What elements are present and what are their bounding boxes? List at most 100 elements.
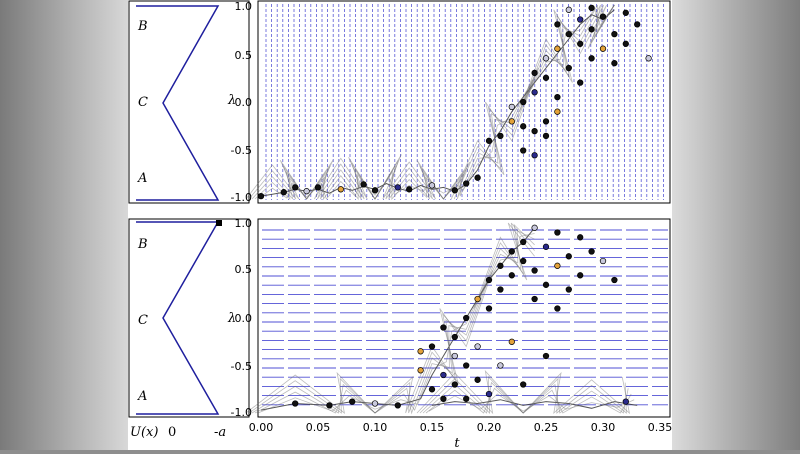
bottom-point-4 [394,402,401,409]
bottom-point-8 [440,371,447,379]
top-ytick-0.5: 0.5 [235,49,253,62]
top-point-40 [611,60,618,67]
bottom-point-18 [474,376,481,383]
top-ytick--1.0: -1.0 [231,191,252,204]
bottom-point-47 [622,398,629,405]
top-point-41 [611,30,618,38]
top-point-16 [508,118,515,125]
top-point-28 [554,21,561,28]
bottom-point-30 [520,381,527,388]
top-state-label-b: B [137,19,148,34]
bottom-ytick--1.0: -1.0 [231,406,252,419]
top-point-14 [485,137,493,144]
top-points [257,4,652,200]
bottom-trajectory-1-3 [422,381,629,414]
top-point-3 [303,188,310,195]
bottom-plot: λ 1.0 0.5 0.0 -0.5 -1.0 0.00 0.05 0.10 0.15… [227,217,673,451]
x-tick-0.35: 0.35 [648,421,672,434]
bottom-state-label-b: B [137,237,148,252]
bottom-point-23 [497,286,504,293]
x-tick-labels: 0.00 0.05 0.10 0.15 0.20 0.25 0.30 0.35 [249,421,673,434]
bottom-point-31 [531,224,538,231]
top-trajectory-0 [260,9,615,197]
bottom-trajectory-0-4 [248,222,535,414]
top-point-10 [428,182,436,189]
bottom-point-35 [542,281,550,288]
top-trajectory-0-5 [245,4,615,200]
top-point-45 [645,55,652,62]
bottom-point-14 [463,314,470,322]
bottom-point-49 [417,348,424,355]
top-point-2 [292,184,299,191]
top-point-13 [474,174,481,181]
top-point-48 [520,123,527,130]
x-tick-0.15: 0.15 [420,421,445,434]
top-point-33 [577,40,584,47]
top-point-38 [599,45,607,52]
top-point-1 [280,189,287,196]
bottom-point-24 [497,362,504,369]
top-point-8 [394,184,401,191]
figure-canvas: B C A λ 1.0 0.5 0.0 -0.5 -1.0 [128,0,673,451]
potential-axis-label: U(x) [130,425,158,440]
bottom-potential-curve [136,221,220,415]
bottom-state-label-a: A [137,389,147,404]
bottom-points [292,224,629,409]
bottom-point-39 [554,305,561,312]
top-point-29 [565,64,572,72]
bottom-point-19 [485,276,493,284]
bottom-point-5 [417,367,424,374]
x-tick-0.30: 0.30 [591,421,616,434]
top-point-5 [337,186,344,193]
potential-marker [216,220,222,226]
top-point-43 [622,40,629,47]
top-point-17 [508,103,515,111]
top-point-4 [314,184,322,191]
bottom-trajectory-1-4 [419,375,627,414]
top-point-18 [520,98,527,106]
bottom-point-46 [611,276,618,284]
bottom-ytick-1.0: 1.0 [235,217,253,230]
top-point-35 [588,55,595,62]
bottom-point-40 [565,253,572,260]
x-tick-0.05: 0.05 [306,421,331,434]
bottom-ytick-0.0: 0.0 [235,312,253,325]
bottom-point-16 [474,295,481,303]
top-y-axis-label: λ [227,93,236,108]
bottom-ytick-0.5: 0.5 [235,263,253,276]
bottom-point-17 [474,343,481,350]
top-point-19 [520,147,527,154]
x-tick-0.10: 0.10 [363,421,388,434]
x-axis-label: t [454,436,460,450]
top-point-21 [531,89,538,96]
top-ytick--0.5: -0.5 [231,144,252,157]
bottom-trajectory-0-3 [251,223,535,415]
top-point-27 [554,45,561,52]
bottom-trajectory-1-1 [428,393,635,412]
bottom-point-25 [508,248,515,255]
bottom-potential-frame [128,218,250,418]
potential-axis-zero: 0 [168,425,176,440]
top-trajectory-0-1 [257,4,615,200]
top-ytick-1.0: 1.0 [235,0,253,13]
top-point-25 [542,74,550,81]
bottom-point-6 [428,343,436,350]
top-state-label-a: A [137,171,147,186]
x-tick-0.20: 0.20 [477,421,502,434]
figure: B C A λ 1.0 0.5 0.0 -0.5 -1.0 [128,0,673,451]
top-trajectory-0-2 [254,4,615,201]
top-point-6 [360,181,367,188]
top-point-24 [542,55,550,62]
top-point-20 [531,127,538,135]
top-point-11 [451,187,458,194]
top-point-49 [554,108,561,115]
bottom-point-32 [531,267,538,274]
top-state-label-c: C [138,95,148,110]
bottom-trajectory-0-2 [254,229,535,414]
bottom-point-36 [542,352,550,360]
bottom-point-11 [451,333,458,341]
top-plot-frame [257,0,671,204]
top-point-32 [577,79,584,86]
top-point-7 [371,187,379,194]
